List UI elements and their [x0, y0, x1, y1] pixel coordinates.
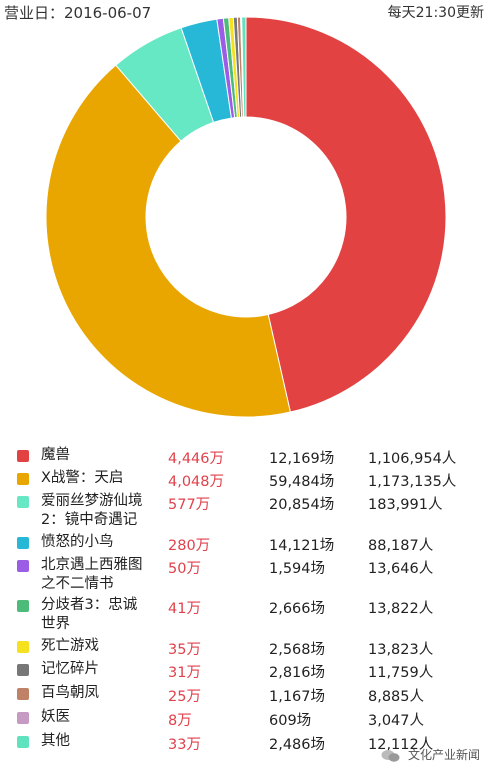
box-office: 25万 [168, 689, 201, 705]
legend-swatch [17, 560, 29, 572]
movie-name-line1: 分歧者3：忠诚 [41, 597, 138, 613]
wechat-icon [381, 749, 401, 763]
legend-swatch [17, 688, 29, 700]
audience-count: 13,823人 [368, 642, 434, 658]
legend-swatch [17, 496, 29, 508]
show-count: 2,816场 [269, 665, 326, 681]
legend-swatch [17, 600, 29, 612]
movie-name: 其他 [41, 733, 70, 749]
show-count: 14,121场 [269, 538, 335, 554]
box-office: 280万 [168, 538, 211, 554]
legend-swatch [17, 664, 29, 676]
audience-count: 11,759人 [368, 665, 434, 681]
header: 营业日：2016-06-07 每天21:30更新 [0, 0, 498, 22]
movie-name: 愤怒的小鸟 [41, 534, 114, 550]
box-office: 41万 [168, 601, 201, 617]
audience-count: 1,173,135人 [368, 474, 457, 490]
show-count: 20,854场 [269, 497, 335, 513]
donut-slice-0 [245, 16, 447, 413]
box-office: 4,048万 [168, 474, 225, 490]
audience-count: 13,646人 [368, 561, 434, 577]
show-count: 2,568场 [269, 642, 326, 658]
movie-name-line2: 世界 [41, 616, 70, 632]
movie-name: 死亡游戏 [41, 638, 99, 654]
box-office: 35万 [168, 642, 201, 658]
show-count: 609场 [269, 713, 312, 729]
show-count: 2,666场 [269, 601, 326, 617]
box-office: 4,446万 [168, 451, 225, 467]
box-office: 33万 [168, 737, 201, 753]
movie-name-line1: 爱丽丝梦游仙境 [41, 493, 143, 509]
movie-name-line2: 之不二情书 [41, 576, 114, 592]
box-office: 31万 [168, 665, 201, 681]
movie-name: 记忆碎片 [41, 661, 99, 677]
legend-swatch [17, 537, 29, 549]
box-office: 8万 [168, 713, 192, 729]
show-count: 1,594场 [269, 561, 326, 577]
audience-count: 1,106,954人 [368, 451, 457, 467]
business-date: 营业日：2016-06-07 [4, 4, 152, 22]
audience-count: 3,047人 [368, 713, 425, 729]
box-office: 577万 [168, 497, 211, 513]
donut-slice-10 [241, 16, 247, 118]
donut-chart [45, 16, 447, 418]
movie-name-line2: 2：镜中奇遇记 [41, 512, 138, 528]
legend-swatch [17, 736, 29, 748]
audience-count: 8,885人 [368, 689, 425, 705]
watermark-text: 文化产业新闻 [407, 748, 480, 762]
legend-swatch [17, 450, 29, 462]
legend-swatch [17, 712, 29, 724]
update-note: 每天21:30更新 [387, 5, 484, 21]
movie-name: 魔兽 [41, 447, 70, 463]
show-count: 12,169场 [269, 451, 335, 467]
box-office: 50万 [168, 561, 201, 577]
movie-name: 百鸟朝凤 [41, 685, 99, 701]
audience-count: 12,112人 [368, 737, 434, 753]
movie-name: X战警：天启 [41, 470, 124, 486]
legend-swatch [17, 641, 29, 653]
show-count: 59,484场 [269, 474, 335, 490]
donut-slice-1 [45, 64, 291, 418]
legend-swatch [17, 473, 29, 485]
movie-name: 妖医 [41, 709, 70, 725]
audience-count: 183,991人 [368, 497, 443, 513]
audience-count: 13,822人 [368, 601, 434, 617]
show-count: 1,167场 [269, 689, 326, 705]
watermark: 文化产业新闻 [381, 746, 480, 763]
audience-count: 88,187人 [368, 538, 434, 554]
show-count: 2,486场 [269, 737, 326, 753]
movie-name-line1: 北京遇上西雅图 [41, 557, 143, 573]
